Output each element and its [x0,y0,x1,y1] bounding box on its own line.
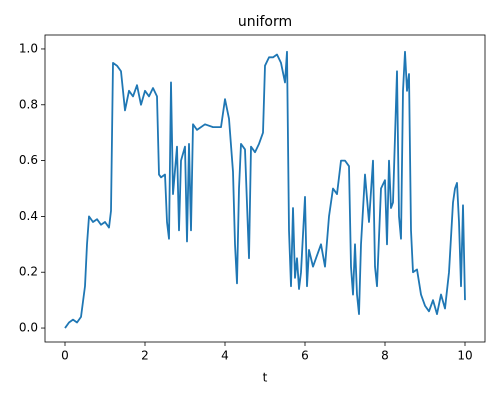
x-axis-label: t [263,371,268,385]
y-tick-label: 1.0 [19,41,38,55]
y-tick-label: 0.6 [19,153,38,167]
data-line [64,50,466,329]
x-tick-label: 4 [221,349,229,363]
chart-title: uniform [238,14,292,30]
x-tick-label: 8 [381,349,389,363]
x-tick-label: 6 [301,349,309,363]
plot-frame [44,34,486,343]
x-tick-label: 10 [457,349,472,363]
y-tick-label: 0.2 [19,265,38,279]
y-tick-label: 0.0 [19,321,38,335]
x-tick-label: 2 [141,349,149,363]
y-tick-label: 0.4 [19,209,38,223]
x-tick-label: 0 [61,349,69,363]
y-tick-label: 0.8 [19,97,38,111]
